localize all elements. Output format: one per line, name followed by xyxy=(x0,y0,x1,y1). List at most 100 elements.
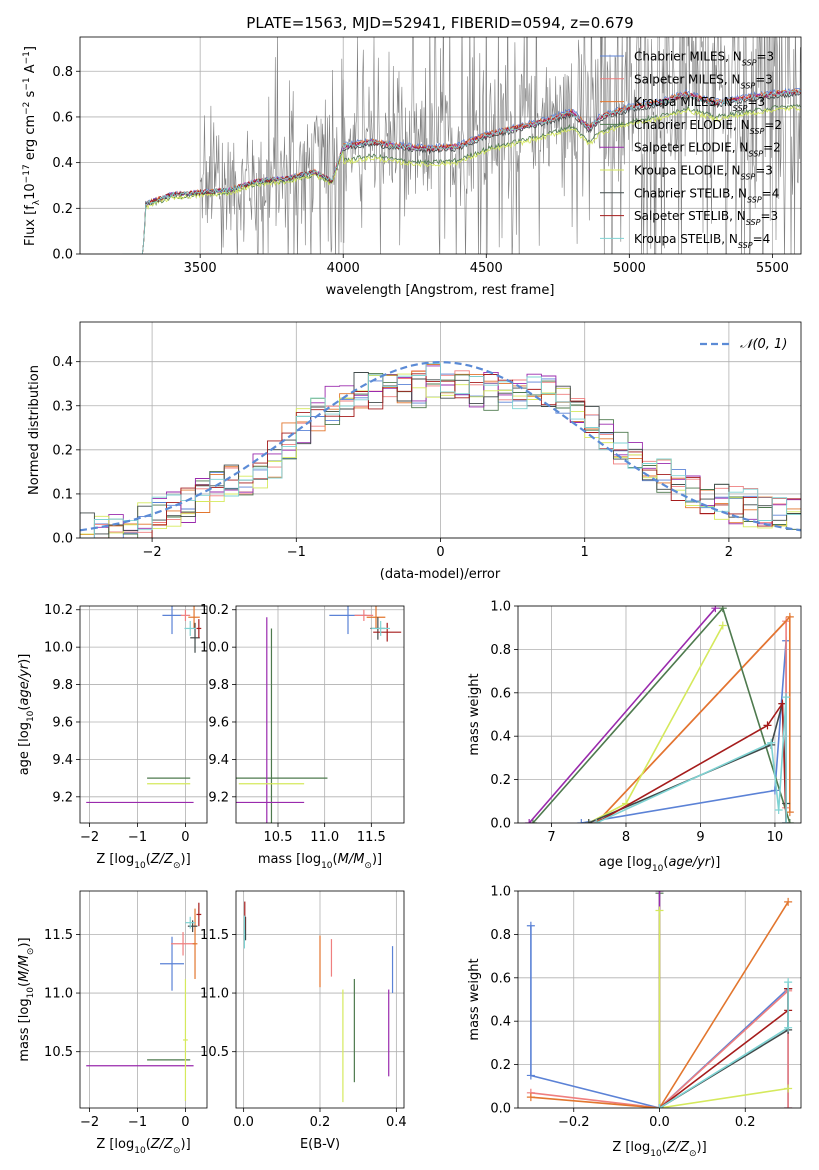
tick-label-y: 9.2 xyxy=(52,790,73,805)
legend: Chabrier MILES, NSSP=3 Salpeter MILES, NS… xyxy=(600,50,782,249)
tick-label-y: 0.0 xyxy=(52,248,73,263)
tick-label-x: 4500 xyxy=(470,261,503,276)
tick-label-y: 11.0 xyxy=(44,987,73,1002)
weight-marker-salpeter_miles xyxy=(784,1104,793,1108)
plot-area-weight_vs_age xyxy=(525,606,794,823)
tick-label-y: 9.4 xyxy=(52,753,73,768)
tick-label-x: 5500 xyxy=(756,261,789,276)
axes-mass_vs_Z: −2 −1 0 10.5 11.0 11.5 Z [log10(Z/Z⊙)] mass [lo… xyxy=(17,890,208,1156)
weight-marker-kroupa_miles xyxy=(785,612,794,621)
tick-label-y: 0.0 xyxy=(490,1102,511,1117)
weight-marker-chabrier_elodie xyxy=(718,606,727,613)
weight-marker-kroupa_stelib xyxy=(592,819,601,823)
legend-label-4: Salpeter ELODIE, NSSP=2 xyxy=(634,141,781,159)
tick-label-x: −1 xyxy=(128,830,147,845)
axes-mass_vs_ebv: 0.0 0.2 0.4 10.5 11.0 11.5 E(B-V) xyxy=(200,890,407,1152)
y-axis-label: age [log10(age/yr)] xyxy=(17,654,36,776)
grid-mass_vs_ebv xyxy=(236,891,404,1108)
weight-marker-kroupa_elodie xyxy=(655,906,664,915)
tick-label-x: −2 xyxy=(80,1115,99,1130)
weight-marker-kroupa_miles xyxy=(784,897,793,906)
tick-label-y: 9.8 xyxy=(52,678,73,693)
weight-marker-kroupa_miles xyxy=(526,1093,535,1102)
figure-title: PLATE=1563, MJD=52941, FIBERID=0594, z=0… xyxy=(246,14,633,32)
weight-marker-salpeter_stelib xyxy=(763,721,772,730)
tick-label-y: 11.0 xyxy=(200,987,229,1002)
tick-label-x: 0.2 xyxy=(735,1115,756,1130)
weight-marker-kroupa_stelib xyxy=(782,693,791,702)
tick-label-y: 1.0 xyxy=(490,885,511,900)
x-axis-label: E(B-V) xyxy=(300,1137,340,1152)
axes-frame xyxy=(79,605,208,824)
tick-label-y: 0.4 xyxy=(52,156,73,171)
y-axis-label: mass weight xyxy=(467,958,482,1040)
x-axis-label: mass [log10(M/M⊙)] xyxy=(258,852,382,871)
tick-label-y: 0.6 xyxy=(52,110,73,125)
tick-label-y: 0.1 xyxy=(52,487,73,502)
tick-label-y: 11.5 xyxy=(200,928,229,943)
weight-line-salpeter_elodie xyxy=(528,607,717,823)
legend-label: 𝒩(0, 1) xyxy=(740,337,787,352)
legend-label-6: Chabrier STELIB, NSSP=4 xyxy=(634,186,779,204)
weight-line-kroupa_elodie xyxy=(658,910,789,1108)
tick-label-x: 0.0 xyxy=(649,1115,670,1130)
tick-label-x: 0 xyxy=(436,545,444,560)
tick-label-y: 0.8 xyxy=(490,928,511,943)
axes-frame xyxy=(79,321,802,539)
axes-frame xyxy=(517,605,802,824)
tick-label-x: 2 xyxy=(725,545,733,560)
weight-marker-kroupa_elodie xyxy=(784,1084,793,1093)
tick-label-x: −1 xyxy=(287,545,306,560)
tick-label-y: 10.2 xyxy=(200,603,229,618)
tick-label-x: 0 xyxy=(181,1115,189,1130)
axes-age_vs_mass: 10.5 11.0 11.5 9.2 9.4 9.6 9.8 10.0 10.2 mass [lo… xyxy=(200,603,405,871)
legend-label-5: Kroupa ELODIE, NSSP=3 xyxy=(634,164,773,182)
plot-area-mass_vs_Z xyxy=(86,902,202,1101)
y-axis-label: Flux [fλ10−17 erg cm−2 s−1 A−1] xyxy=(22,46,42,246)
axes-frame xyxy=(235,605,405,824)
plot-area-age_vs_mass xyxy=(236,606,402,823)
histogram-salpeter_stelib xyxy=(80,373,801,538)
y-axis-label: Normed distribution xyxy=(27,365,42,495)
tick-label-y: 0.0 xyxy=(490,817,511,832)
tick-label-x: 9 xyxy=(696,830,704,845)
weight-marker-chabrier_miles xyxy=(526,921,535,930)
legend-label-1: Salpeter MILES, NSSP=3 xyxy=(634,72,773,90)
tick-label-y: 10.5 xyxy=(44,1045,73,1060)
tick-label-x: 11.5 xyxy=(357,830,386,845)
axes-residuals: −2 −1 0 1 2 0.0 0.1 0.2 0.3 0.4 (data-model)/error… xyxy=(27,321,802,582)
tick-label-y: 0.6 xyxy=(490,686,511,701)
tick-label-x: 0.2 xyxy=(310,1115,331,1130)
tick-label-y: 10.0 xyxy=(200,641,229,656)
tick-label-x: 4000 xyxy=(327,261,360,276)
histogram-kroupa_stelib xyxy=(80,363,801,538)
legend-label-2: Kroupa MILES, NSSP=3 xyxy=(634,95,765,113)
plot-area-residuals xyxy=(80,360,801,538)
weight-marker-kroupa_stelib xyxy=(655,1104,664,1108)
tick-label-x: −2 xyxy=(80,830,99,845)
tick-label-x: 11.0 xyxy=(310,830,339,845)
model-line-8 xyxy=(122,88,801,254)
tick-label-y: 11.5 xyxy=(44,928,73,943)
axes-weight_vs_Z: −0.2 0.0 0.2 0.0 0.2 0.4 0.6 0.8 1.0 Z [log10(Z/Z… xyxy=(467,885,802,1159)
tick-label-x: −2 xyxy=(143,545,162,560)
tick-label-y: 0.6 xyxy=(490,971,511,986)
plot-area-spectrum xyxy=(122,37,801,254)
x-axis-label: Z [log10(Z/Z⊙)] xyxy=(612,1140,706,1159)
weight-marker-chabrier_stelib xyxy=(584,819,593,823)
axes-frame xyxy=(79,890,208,1109)
weight-marker-kroupa_elodie xyxy=(718,621,727,630)
legend-label-3: Chabrier ELODIE, NSSP=2 xyxy=(634,118,782,136)
tick-label-x: 8 xyxy=(622,830,630,845)
plot-area-weight_vs_Z xyxy=(526,891,793,1108)
x-axis-label: age [log10(age/yr)] xyxy=(599,855,721,874)
tick-label-y: 0.4 xyxy=(490,730,511,745)
legend-label-0: Chabrier MILES, NSSP=3 xyxy=(634,50,774,68)
tick-label-y: 0.4 xyxy=(490,1015,511,1030)
axes-spectrum: 3500 4000 4500 5000 5500 0.0 0.2 0.4 0.6 0.8 wavel… xyxy=(22,36,802,298)
tick-label-y: 9.4 xyxy=(208,753,229,768)
tick-label-y: 10.0 xyxy=(44,641,73,656)
tick-label-y: 0.0 xyxy=(52,532,73,547)
x-axis-label: wavelength [Angstrom, rest frame] xyxy=(326,283,555,298)
